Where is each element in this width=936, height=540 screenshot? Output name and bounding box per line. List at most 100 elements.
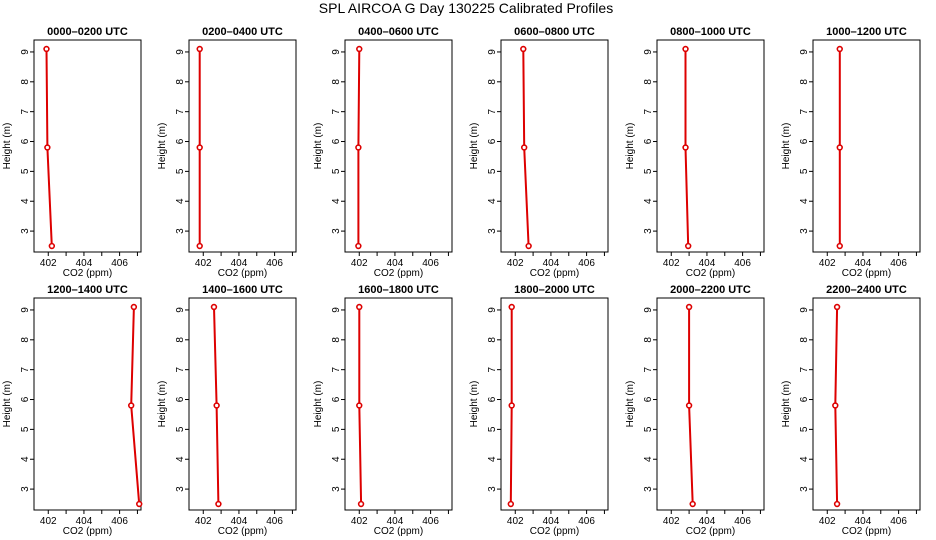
y-tick-label: 4 — [487, 198, 498, 204]
y-axis-label: Height (m) — [313, 123, 324, 170]
profile-point — [357, 500, 365, 508]
y-tick-label: 3 — [20, 228, 31, 234]
y-tick-label: 8 — [175, 337, 186, 343]
profile-panel: 1200–1400 UTC 402 404 406 3 4 5 6 7 8 9 CO2 (ppm) He… — [2, 284, 143, 537]
y-tick-label: 6 — [487, 138, 498, 144]
y-tick-label: 4 — [331, 456, 342, 462]
y-tick-label: 4 — [331, 198, 342, 204]
plot-frame — [812, 39, 921, 253]
y-tick-label: 8 — [643, 337, 654, 343]
y-tick-label: 3 — [643, 486, 654, 492]
x-tick-label: 406 — [734, 258, 751, 269]
x-axis-label: CO2 (ppm) — [63, 526, 112, 537]
y-tick-label: 4 — [799, 198, 810, 204]
x-tick-label: 402 — [507, 258, 524, 269]
profile-point — [525, 242, 532, 250]
y-tick-label: 7 — [331, 366, 342, 372]
y-tick-label: 3 — [799, 228, 810, 234]
x-tick-label: 402 — [663, 516, 680, 527]
profile-point — [196, 242, 203, 250]
profile-panel: 1800–2000 UTC 402 404 406 3 4 5 6 7 8 9 CO2 (ppm) He… — [469, 284, 609, 537]
profile-point — [689, 500, 696, 508]
profile-point — [43, 45, 50, 53]
figure-title: SPL AIRCOA G Day 130225 Calibrated Profi… — [319, 0, 613, 16]
y-tick-label: 6 — [643, 396, 654, 402]
y-tick-label: 8 — [643, 79, 654, 85]
y-tick-label: 4 — [175, 198, 186, 204]
y-tick-label: 5 — [331, 426, 342, 432]
panel-title: 0800–1000 UTC — [670, 26, 751, 38]
y-tick-label: 6 — [799, 138, 810, 144]
profile-point — [685, 303, 693, 311]
y-tick-label: 4 — [20, 198, 31, 204]
y-tick-label: 8 — [331, 79, 342, 85]
y-tick-label: 7 — [643, 366, 654, 372]
y-tick-label: 8 — [331, 337, 342, 343]
y-tick-label: 6 — [175, 396, 186, 402]
profile-point — [356, 45, 363, 53]
profile-point — [215, 500, 222, 508]
y-tick-label: 5 — [487, 426, 498, 432]
x-tick-label: 402 — [195, 516, 212, 527]
y-tick-label: 3 — [331, 486, 342, 492]
y-tick-label: 7 — [20, 366, 31, 372]
x-tick-label: 406 — [422, 516, 439, 527]
x-tick-label: 406 — [266, 258, 283, 269]
y-tick-label: 8 — [175, 79, 186, 85]
y-tick-label: 6 — [643, 138, 654, 144]
y-tick-label: 9 — [487, 49, 498, 55]
x-axis-label: CO2 (ppm) — [530, 526, 579, 537]
x-axis-label: CO2 (ppm) — [218, 268, 267, 279]
profile-point — [685, 242, 692, 250]
plot-frame — [500, 297, 609, 511]
profile-point — [836, 144, 843, 151]
profile-point — [685, 402, 693, 409]
y-tick-label: 5 — [799, 168, 810, 174]
profile-point — [356, 402, 363, 409]
y-axis-label: Height (m) — [2, 123, 13, 170]
y-tick-label: 9 — [175, 49, 186, 55]
x-tick-label: 404 — [231, 516, 248, 527]
profile-panel: 2200–2400 UTC 402 404 406 3 4 5 6 7 8 9 CO2 (ppm) He… — [781, 284, 921, 537]
y-tick-label: 7 — [799, 108, 810, 114]
y-tick-label: 7 — [175, 108, 186, 114]
y-axis-label: Height (m) — [313, 381, 324, 428]
plot-frame — [33, 297, 142, 511]
x-tick-label: 404 — [76, 258, 93, 269]
profile-panel: 0600–0800 UTC 402 404 406 3 4 5 6 7 8 9 CO2 (ppm) He… — [469, 26, 609, 279]
y-tick-label: 5 — [175, 168, 186, 174]
profile-point — [136, 500, 143, 508]
x-tick-label: 402 — [819, 516, 836, 527]
x-axis-label: CO2 (ppm) — [842, 526, 891, 537]
x-tick-label: 406 — [578, 516, 595, 527]
x-tick-label: 406 — [578, 258, 595, 269]
y-tick-label: 9 — [799, 307, 810, 313]
y-axis-label: Height (m) — [781, 381, 792, 428]
x-tick-label: 402 — [40, 516, 57, 527]
profile-panel: 0800–1000 UTC 402 404 406 3 4 5 6 7 8 9 CO2 (ppm) He… — [625, 26, 765, 279]
profile-point — [355, 144, 362, 151]
y-tick-label: 9 — [331, 307, 342, 313]
plot-frame — [33, 39, 142, 253]
y-axis-label: Height (m) — [157, 381, 168, 428]
panel-title: 2200–2400 UTC — [826, 284, 907, 296]
y-tick-label: 5 — [175, 426, 186, 432]
profile-point — [48, 242, 56, 250]
y-axis-label: Height (m) — [469, 381, 480, 428]
profile-point — [682, 144, 689, 151]
profile-point — [355, 242, 362, 250]
profile-point — [833, 303, 841, 311]
y-axis-label: Height (m) — [157, 123, 168, 170]
x-tick-label: 402 — [351, 516, 368, 527]
profile-point — [832, 402, 839, 409]
y-tick-label: 3 — [487, 228, 498, 234]
x-axis-label: CO2 (ppm) — [218, 526, 267, 537]
y-tick-label: 5 — [643, 168, 654, 174]
y-tick-label: 8 — [487, 79, 498, 85]
x-tick-label: 402 — [351, 258, 368, 269]
x-tick-label: 404 — [76, 516, 93, 527]
profile-point — [210, 303, 218, 311]
y-tick-label: 6 — [331, 396, 342, 402]
y-tick-label: 7 — [331, 108, 342, 114]
